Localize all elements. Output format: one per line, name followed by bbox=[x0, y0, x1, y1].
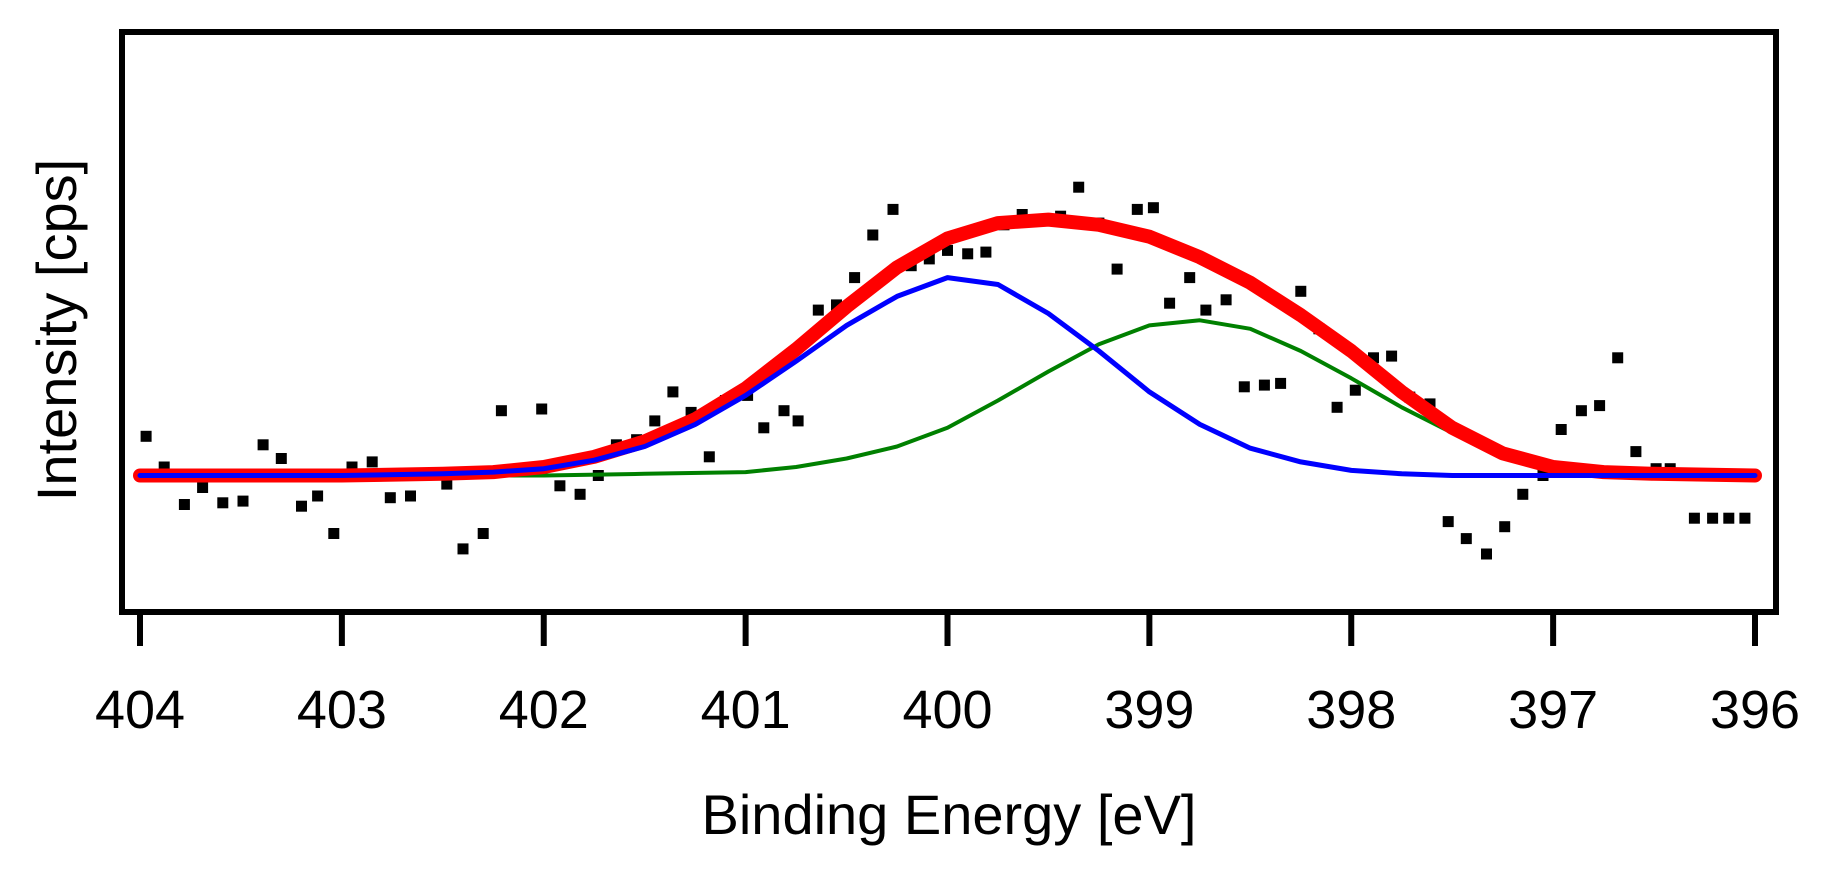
data-point bbox=[1111, 263, 1123, 275]
x-tick-label-398: 398 bbox=[1306, 680, 1396, 740]
data-point bbox=[1481, 548, 1492, 560]
data-point bbox=[887, 203, 899, 215]
x-axis-title: Binding Energy [eV] bbox=[702, 783, 1197, 846]
data-point bbox=[1594, 400, 1606, 412]
data-point bbox=[792, 415, 804, 427]
data-point bbox=[441, 478, 453, 490]
data-point bbox=[1442, 516, 1454, 528]
data-point bbox=[685, 406, 697, 418]
x-tick-label-401: 401 bbox=[701, 680, 791, 740]
data-point bbox=[1630, 446, 1642, 458]
data-point bbox=[1517, 488, 1529, 500]
data-point bbox=[554, 480, 566, 492]
data-point bbox=[536, 403, 548, 415]
x-tick-label-402: 402 bbox=[499, 680, 589, 740]
data-point bbox=[574, 488, 586, 500]
data-point bbox=[366, 456, 378, 468]
data-point bbox=[140, 430, 152, 442]
data-point bbox=[1147, 202, 1159, 214]
x-tick-label-403: 403 bbox=[297, 680, 387, 740]
data-point bbox=[1331, 401, 1343, 413]
data-point bbox=[812, 304, 824, 316]
data-point bbox=[296, 500, 307, 512]
data-point bbox=[178, 499, 190, 510]
data-point bbox=[1275, 377, 1287, 389]
component-1-line bbox=[137, 275, 1758, 478]
x-axis-ticks bbox=[137, 612, 1758, 646]
data-point bbox=[831, 299, 842, 311]
data-point bbox=[477, 528, 489, 539]
data-point bbox=[1200, 304, 1212, 316]
data-point bbox=[649, 415, 661, 427]
data-point bbox=[942, 244, 953, 256]
data-point bbox=[962, 248, 974, 260]
data-point bbox=[217, 497, 229, 509]
data-point bbox=[457, 543, 469, 555]
data-point bbox=[384, 492, 396, 504]
data-point bbox=[257, 439, 269, 451]
data-point bbox=[1220, 294, 1232, 306]
data-point bbox=[275, 453, 287, 464]
data-point bbox=[1612, 352, 1624, 364]
data-point bbox=[328, 528, 340, 539]
data-point bbox=[237, 495, 249, 507]
data-point bbox=[667, 386, 679, 398]
data-point bbox=[495, 405, 507, 417]
data-point bbox=[1349, 384, 1361, 396]
data-point bbox=[1238, 381, 1250, 393]
data-point bbox=[1073, 181, 1085, 193]
data-point bbox=[1723, 512, 1735, 524]
x-tick-label-397: 397 bbox=[1508, 680, 1598, 740]
data-point bbox=[923, 253, 935, 265]
data-point bbox=[1386, 350, 1398, 362]
data-point bbox=[1258, 379, 1270, 391]
data-point bbox=[1184, 272, 1196, 284]
plot-frame bbox=[119, 29, 1779, 615]
data-point bbox=[1460, 533, 1472, 545]
data-point bbox=[758, 422, 770, 434]
data-point bbox=[1739, 512, 1751, 524]
data-point bbox=[312, 490, 324, 502]
data-point bbox=[1575, 405, 1587, 417]
data-point bbox=[980, 246, 992, 258]
data-point bbox=[1555, 424, 1567, 435]
data-point bbox=[1499, 521, 1511, 533]
y-axis-title: Intensity [cps] bbox=[25, 159, 88, 501]
x-tick-label-400: 400 bbox=[902, 680, 992, 740]
data-point bbox=[1295, 285, 1307, 297]
x-axis-tick-labels: 404 403 402 401 400 399 398 397 396 bbox=[95, 680, 1800, 740]
data-point bbox=[849, 272, 861, 284]
data-point bbox=[703, 451, 715, 463]
x-tick-label-396: 396 bbox=[1710, 680, 1800, 740]
data-point bbox=[405, 490, 416, 502]
plot-area bbox=[133, 181, 1762, 560]
data-point bbox=[346, 461, 358, 473]
data-point bbox=[1164, 297, 1176, 309]
data-point bbox=[197, 482, 209, 493]
data-point bbox=[1131, 203, 1143, 215]
data-point bbox=[1707, 512, 1719, 524]
x-tick-label-404: 404 bbox=[95, 680, 185, 740]
data-point bbox=[1688, 512, 1700, 524]
data-point bbox=[1368, 352, 1379, 364]
x-tick-label-399: 399 bbox=[1104, 680, 1194, 740]
data-point bbox=[158, 461, 170, 473]
data-point bbox=[867, 229, 879, 241]
data-point bbox=[778, 405, 790, 417]
